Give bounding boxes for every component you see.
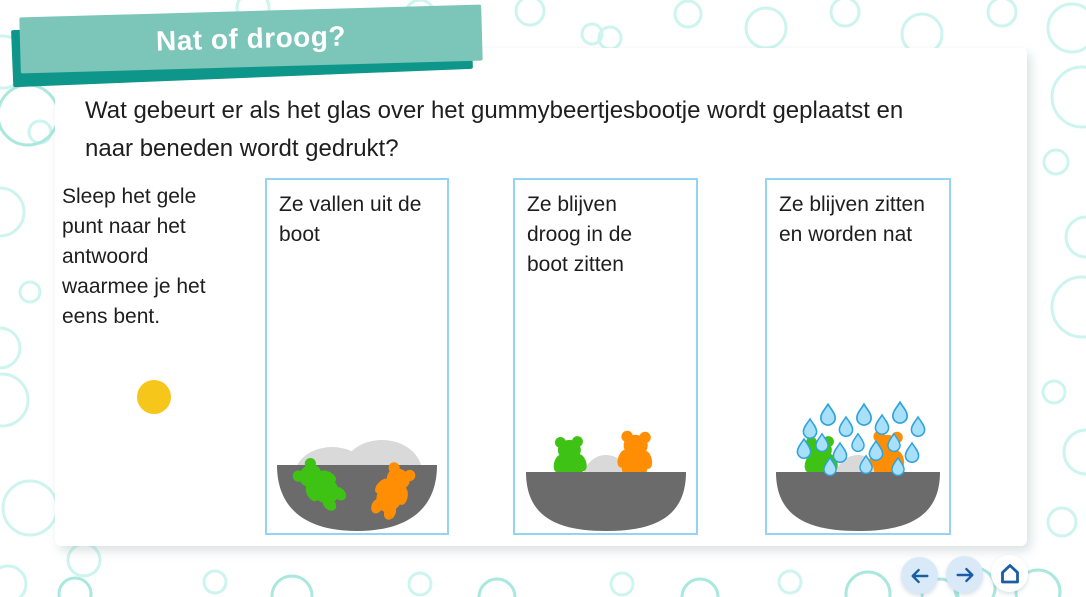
page-title: Nat of droog? — [155, 20, 347, 57]
arrow-left-icon — [910, 568, 929, 583]
wet-bears-illustration — [776, 401, 940, 531]
home-button[interactable] — [991, 555, 1028, 592]
boat-hull — [776, 472, 940, 531]
dry-bears-illustration — [525, 430, 686, 531]
question-text: Wat gebeurt er als het glas over het gum… — [85, 97, 904, 162]
next-button[interactable] — [946, 556, 983, 593]
answer-label: Ze blijven droog in de boot zitten — [527, 193, 633, 276]
answer-label: Ze blijven zitten en worden nat — [779, 193, 925, 246]
answer-option-get-wet[interactable]: Ze blijven zitten en worden nat — [765, 178, 951, 535]
answer-option-stay-dry[interactable]: Ze blijven droog in de boot zitten — [513, 178, 698, 535]
yellow-drag-dot[interactable] — [137, 380, 171, 414]
boat-hull — [525, 472, 686, 531]
instruction-text: Sleep het gele punt naar het antwoord wa… — [62, 185, 206, 328]
home-icon — [1000, 563, 1019, 583]
answer-label: Ze vallen uit de boot — [279, 193, 422, 246]
arrow-right-icon — [955, 567, 974, 582]
answer-option-fall-out[interactable]: Ze vallen uit de boot — [265, 178, 449, 535]
back-button[interactable] — [901, 557, 938, 594]
fallen-bears-illustration — [277, 440, 437, 531]
